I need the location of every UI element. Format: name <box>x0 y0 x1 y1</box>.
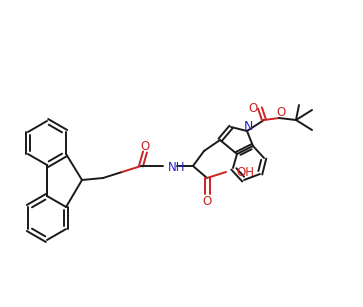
Text: N: N <box>243 119 253 133</box>
Text: O: O <box>203 195 212 208</box>
Text: OH: OH <box>236 165 254 178</box>
Text: O: O <box>140 139 150 153</box>
Text: O: O <box>248 102 258 115</box>
Text: O: O <box>276 106 286 119</box>
Text: NH: NH <box>168 161 185 173</box>
